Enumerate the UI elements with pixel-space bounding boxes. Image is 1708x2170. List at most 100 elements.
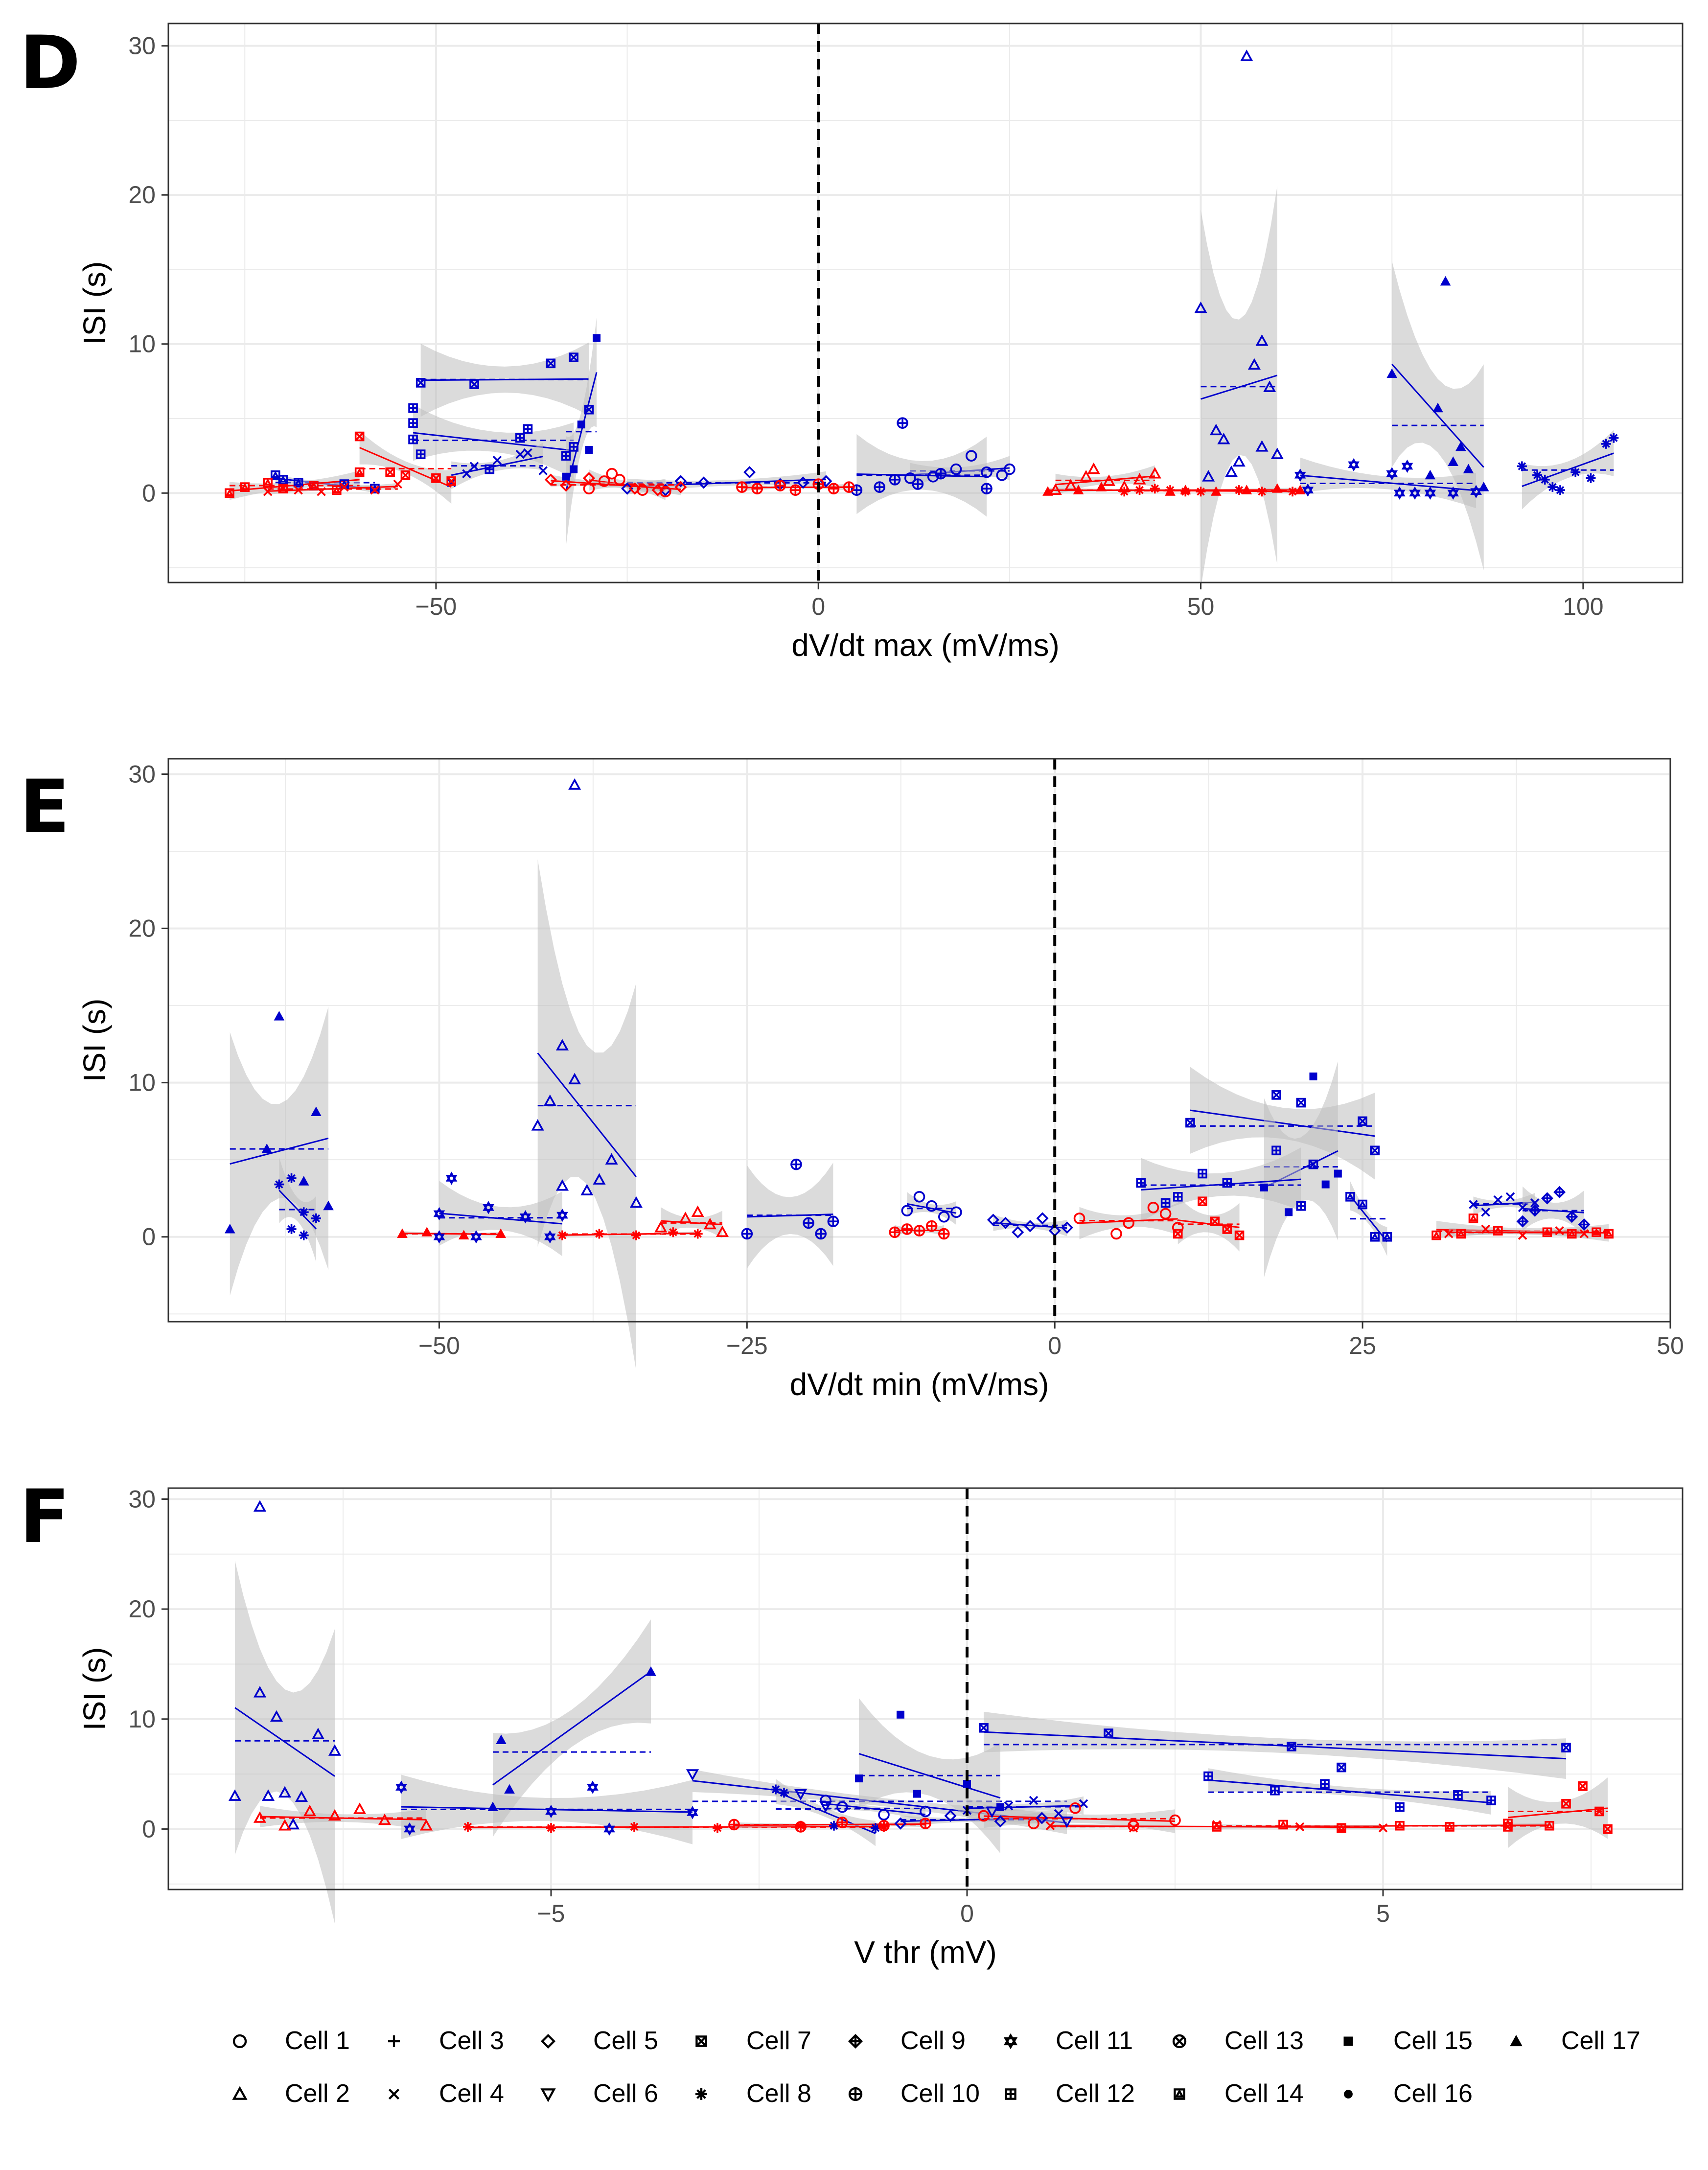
data-point bbox=[354, 467, 365, 477]
fits-e bbox=[230, 859, 1609, 1371]
data-point bbox=[1555, 1226, 1564, 1236]
data-point bbox=[569, 352, 578, 362]
data-point bbox=[1431, 1230, 1441, 1240]
data-point bbox=[1503, 1819, 1513, 1829]
data-point bbox=[519, 1210, 531, 1224]
data-point bbox=[836, 1801, 848, 1813]
data-point bbox=[568, 1073, 581, 1085]
data-point bbox=[543, 1094, 556, 1106]
legend-label: Cell 8 bbox=[746, 2079, 811, 2108]
data-point bbox=[568, 778, 581, 790]
data-point bbox=[582, 472, 595, 485]
data-point bbox=[1080, 470, 1093, 482]
data-point bbox=[878, 1820, 890, 1832]
fit-line bbox=[1190, 1109, 1375, 1137]
legend-label: Cell 14 bbox=[1224, 2079, 1304, 2108]
legend-item: Cell 1 bbox=[232, 2027, 350, 2055]
panel-letter-f: F bbox=[20, 1474, 69, 1560]
data-point bbox=[1222, 1178, 1232, 1188]
data-point bbox=[485, 464, 495, 474]
data-point bbox=[629, 1821, 639, 1832]
data-point bbox=[587, 1780, 599, 1794]
data-point bbox=[544, 1230, 556, 1244]
data-point bbox=[1217, 432, 1230, 444]
data-point bbox=[925, 1200, 938, 1212]
data-point bbox=[751, 483, 763, 494]
data-point bbox=[1194, 301, 1207, 313]
data-point bbox=[1185, 1118, 1195, 1128]
data-point bbox=[585, 445, 593, 454]
data-point bbox=[1470, 485, 1482, 498]
x-tick-label: 5 bbox=[1376, 1900, 1390, 1927]
data-point bbox=[1173, 1229, 1183, 1239]
data-point bbox=[328, 1744, 342, 1756]
legend-item: Cell 15 bbox=[1343, 2027, 1473, 2055]
data-point bbox=[703, 1217, 716, 1230]
y-tick-label: 10 bbox=[128, 1705, 156, 1733]
data-point bbox=[713, 1823, 722, 1833]
data-point bbox=[278, 475, 288, 485]
data-point bbox=[1395, 1820, 1405, 1831]
data-point bbox=[224, 1223, 235, 1234]
data-point bbox=[1210, 486, 1222, 496]
data-point bbox=[495, 1228, 507, 1238]
data-point bbox=[1209, 423, 1223, 436]
data-point bbox=[1060, 1816, 1074, 1828]
data-point bbox=[298, 1176, 309, 1186]
data-point bbox=[328, 1809, 342, 1821]
data-point bbox=[408, 403, 418, 413]
panel-letter-d: D bbox=[20, 21, 81, 106]
legend-label: Cell 13 bbox=[1224, 2027, 1304, 2055]
data-point bbox=[556, 1209, 568, 1222]
data-point bbox=[628, 482, 641, 495]
legend-key-icon bbox=[1172, 2034, 1187, 2049]
data-point bbox=[1541, 1192, 1553, 1205]
panel-d: D −50 0 50 100 0 10 20 30 dV/dt max (mV/ms) ISI (… bbox=[20, 21, 1684, 663]
data-point bbox=[293, 478, 303, 488]
data-point bbox=[393, 479, 403, 489]
x-axis-title-f: V thr (mV) bbox=[854, 1935, 997, 1970]
axes-d: −50 0 50 100 0 10 20 30 dV/dt max (mV/ms) ISI (s) bbox=[77, 32, 1604, 663]
legend-key-icon bbox=[848, 2033, 863, 2049]
data-point bbox=[569, 442, 578, 452]
data-point bbox=[1518, 1231, 1527, 1240]
data-point bbox=[820, 1795, 831, 1806]
data-point bbox=[523, 424, 533, 434]
data-point bbox=[828, 483, 840, 494]
data-point bbox=[584, 404, 594, 415]
data-point bbox=[1308, 1159, 1318, 1169]
data-point bbox=[913, 1225, 925, 1237]
data-point bbox=[1104, 1728, 1113, 1738]
panel-e: E −50 −25 0 25 50 0 10 20 30 dV/dt min (mV/ms) ISI… bbox=[20, 758, 1684, 1402]
data-point bbox=[925, 1220, 938, 1232]
legend-key-icon bbox=[1344, 2090, 1353, 2099]
data-point bbox=[1036, 1212, 1049, 1225]
data-point bbox=[1432, 402, 1443, 413]
x-tick-label: 0 bbox=[811, 593, 825, 620]
data-point bbox=[686, 1769, 699, 1781]
fit-line bbox=[1522, 452, 1614, 487]
data-point bbox=[1232, 455, 1246, 467]
data-point bbox=[353, 1802, 367, 1814]
data-point bbox=[950, 463, 962, 475]
data-point bbox=[1302, 483, 1314, 497]
data-point bbox=[1448, 456, 1459, 466]
data-point bbox=[651, 484, 664, 496]
data-point bbox=[408, 434, 418, 444]
data-point bbox=[819, 1801, 832, 1813]
x-tick-label: 25 bbox=[1349, 1332, 1376, 1359]
data-point bbox=[1348, 458, 1360, 472]
data-point bbox=[1198, 1168, 1207, 1179]
data-point bbox=[1567, 1229, 1577, 1239]
data-point bbox=[894, 1817, 907, 1830]
data-point bbox=[1321, 1180, 1330, 1189]
legend-key-icon bbox=[848, 2087, 863, 2101]
data-point bbox=[240, 482, 250, 492]
y-tick-label: 30 bbox=[128, 1485, 156, 1513]
legend-key-icon bbox=[1343, 2036, 1353, 2046]
data-point bbox=[299, 1230, 309, 1240]
data-point bbox=[370, 485, 380, 495]
data-point bbox=[871, 1823, 880, 1833]
fit-line bbox=[1507, 1807, 1608, 1819]
legend-item: Cell 9 bbox=[848, 2027, 966, 2055]
